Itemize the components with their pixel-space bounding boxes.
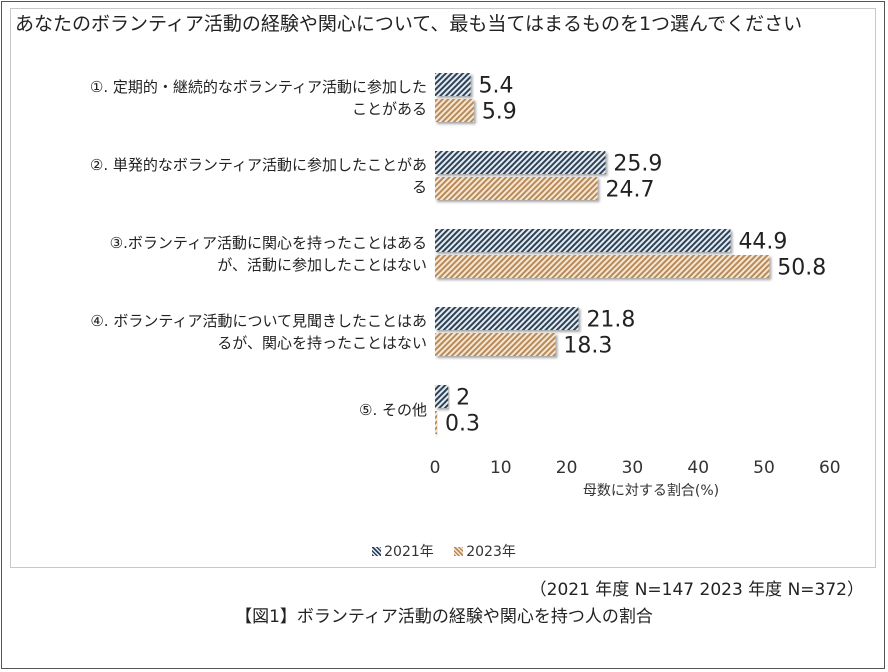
x-axis-ticks: 0 10 20 30 40 50 60 <box>430 458 841 478</box>
legend-label-2023: 2023年 <box>466 544 516 560</box>
x-tick-label-20: 20 <box>556 458 578 478</box>
legend-label-2021: 2021年 <box>384 544 434 560</box>
chart-title: あなたのボランティア活動の経験や関心について、最も当てはまるものを1つ選んでくだ… <box>15 13 803 35</box>
bar-2021-cat1 <box>435 73 471 96</box>
value-labels: 5.45.9 25.924.7 44.950.8 21.818.3 20.3 <box>445 74 826 437</box>
category-label-5-line-1: ⑤. その他 <box>359 400 427 419</box>
value-label-2021-cat2: 25.9 <box>613 152 662 177</box>
category-label-4-line-2: るが、関心を持ったことはない <box>217 333 427 352</box>
value-label-2023-cat2: 24.7 <box>606 178 655 203</box>
x-tick-label-60: 60 <box>819 458 841 478</box>
sample-size-note: （2021 年度 N=147 2023 年度 N=372） <box>529 580 864 600</box>
bar-2023-cat3 <box>435 255 770 278</box>
bar-2021-cat4 <box>435 307 579 330</box>
bars <box>435 73 770 434</box>
bar-chart: 5.45.9 25.924.7 44.950.8 21.818.3 20.3 0 10 20… <box>430 73 841 478</box>
category-label-1: ①. 定期的・継続的なボランティア活動に参加したことがある <box>31 76 427 120</box>
bar-2023-cat2 <box>435 177 598 200</box>
category-label-4: ④. ボランティア活動について見聞きしたことはあるが、関心を持ったことはない <box>31 310 427 354</box>
x-tick-label-40: 40 <box>687 458 709 478</box>
bar-2023-cat4 <box>435 333 556 356</box>
category-label-3: ③.ボランティア活動に関心を持ったことはあるが、活動に参加したことはない <box>31 232 427 276</box>
category-label-2-line-1: ②. 単発的なボランティア活動に参加したことがあ <box>89 155 427 174</box>
category-label-1-line-2: ことがある <box>351 99 427 118</box>
bar-2023-cat1 <box>435 99 474 122</box>
category-label-3-line-1: ③.ボランティア活動に関心を持ったことはある <box>109 233 427 252</box>
category-label-3-line-2: が、活動に参加したことはない <box>217 255 427 274</box>
figure-caption: 【図1】ボランティア活動の経験や関心を持つ人の割合 <box>235 607 653 627</box>
x-tick-label-30: 30 <box>622 458 644 478</box>
x-tick-label-0: 0 <box>430 458 441 478</box>
bar-2021-cat3 <box>435 229 731 252</box>
value-label-2021-cat4: 21.8 <box>586 308 635 333</box>
value-label-2023-cat1: 5.9 <box>482 100 517 125</box>
value-label-2021-cat3: 44.9 <box>738 230 787 255</box>
value-label-2023-cat4: 18.3 <box>563 334 612 359</box>
value-label-2021-cat5: 2 <box>456 386 470 411</box>
legend-swatch-2023 <box>454 546 464 556</box>
value-label-2023-cat5: 0.3 <box>445 412 480 437</box>
category-label-1-line-1: ①. 定期的・継続的なボランティア活動に参加した <box>89 77 427 96</box>
legend: 2021年 2023年 <box>11 541 877 561</box>
value-label-2021-cat1: 5.4 <box>479 74 514 99</box>
legend-swatch-2021 <box>372 546 382 556</box>
chart-area: あなたのボランティア活動の経験や関心について、最も当てはまるものを1つ選んでくだ… <box>10 8 876 568</box>
category-label-2: ②. 単発的なボランティア活動に参加したことがある <box>31 154 427 198</box>
category-label-2-line-2: る <box>411 177 427 196</box>
x-tick-label-50: 50 <box>753 458 775 478</box>
category-label-5: ⑤. その他 <box>31 399 427 421</box>
bar-2021-cat2 <box>435 151 606 174</box>
bar-2021-cat5 <box>435 385 449 408</box>
category-label-4-line-1: ④. ボランティア活動について見聞きしたことはあ <box>90 311 427 330</box>
x-tick-label-10: 10 <box>490 458 512 478</box>
legend-item-2021: 2021年 <box>372 541 434 561</box>
value-label-2023-cat3: 50.8 <box>777 256 826 281</box>
legend-item-2023: 2023年 <box>454 541 516 561</box>
x-axis-label: 母数に対する割合(%) <box>582 483 720 499</box>
bar-2023-cat5 <box>435 411 437 434</box>
